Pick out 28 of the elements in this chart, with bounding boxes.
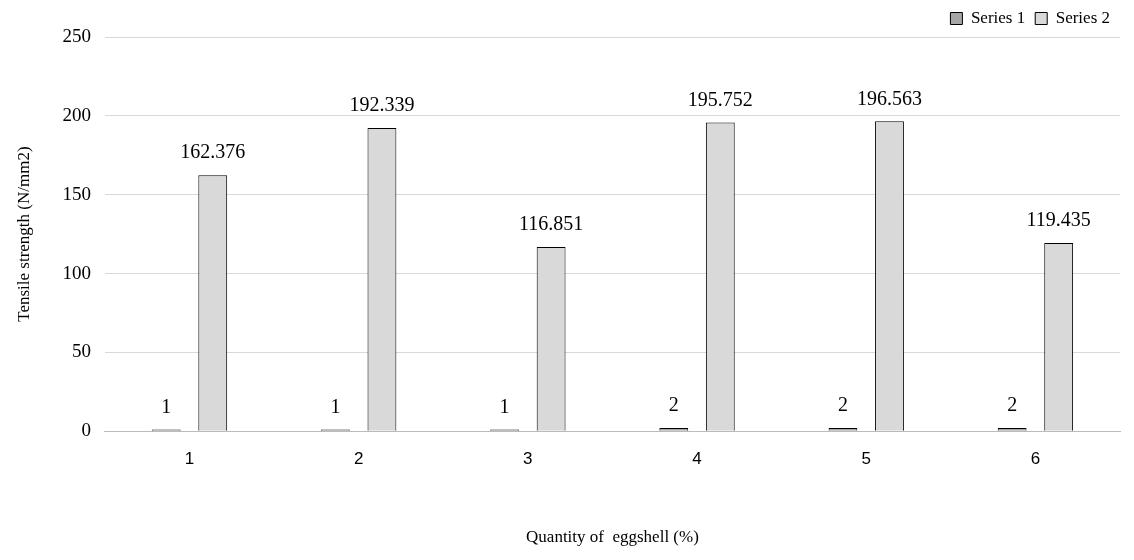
data-label: 2 — [837, 393, 848, 416]
data-label: 1 — [499, 394, 510, 417]
legend-label: Series 1 — [970, 7, 1026, 27]
data-label: 196.563 — [856, 86, 922, 109]
y-tick-label: 200 — [62, 103, 91, 125]
x-tick-label: 4 — [692, 449, 702, 469]
x-tick-label: 6 — [1030, 449, 1041, 469]
data-label: 1 — [330, 394, 341, 417]
y-tick-label: 250 — [62, 24, 91, 46]
data-label: 162.376 — [180, 140, 246, 163]
data-label: 2 — [1007, 393, 1018, 416]
data-label: 116.851 — [518, 212, 584, 235]
x-tick-label: 5 — [861, 449, 871, 469]
x-axis-title: Quantity of eggshell (%) — [526, 527, 699, 547]
data-label: 119.435 — [1026, 208, 1091, 231]
y-tick-label: 150 — [62, 182, 91, 204]
y-tick-label: 50 — [71, 340, 91, 362]
x-tick-label: 3 — [523, 449, 533, 469]
data-label: 1 — [161, 394, 172, 417]
y-tick-label: 0 — [81, 419, 91, 441]
data-label: 192.339 — [349, 93, 415, 116]
x-tick-label: 2 — [353, 449, 364, 469]
y-axis-title: Tensile strength (N/mm2) — [13, 146, 33, 322]
data-label: 2 — [668, 393, 679, 416]
x-tick-label: 1 — [184, 449, 195, 469]
data-label: 195.752 — [687, 87, 753, 110]
legend-label: Series 2 — [1055, 7, 1110, 27]
y-tick-label: 100 — [62, 261, 91, 283]
